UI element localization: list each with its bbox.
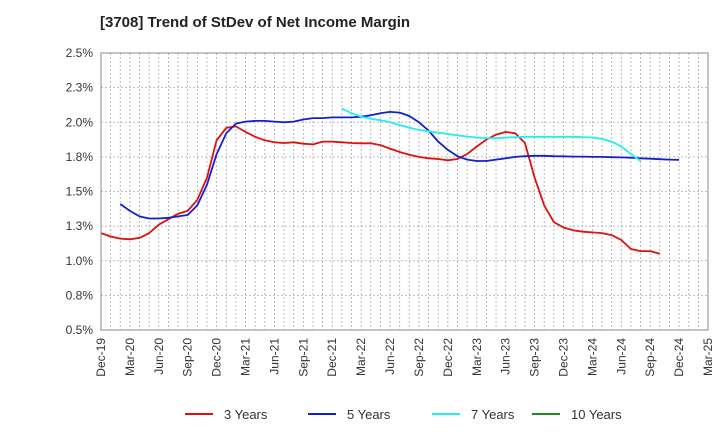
x-tick-label: Mar-23 [470,338,484,376]
x-tick-label: Jun-23 [499,338,513,375]
y-tick-label: 2.3% [66,81,94,95]
chart-title: [3708] Trend of StDev of Net Income Marg… [100,14,411,31]
x-tick-label: Dec-21 [325,338,339,377]
y-tick-label: 1.5% [66,185,94,199]
x-tick-label: Sep-24 [643,338,657,377]
x-tick-label: Sep-21 [296,338,310,377]
x-tick-label: Dec-20 [210,338,224,377]
x-tick-label: Dec-22 [441,338,455,377]
x-axis-ticks: Dec-19 Mar-20 Jun-20 Sep-20 Dec-20 Mar-21 Jun-… [94,338,715,377]
series-line-7-years [341,107,642,162]
x-tick-label: Mar-24 [585,338,599,376]
x-tick-label: Jun-24 [614,338,628,375]
x-tick-label: Jun-20 [152,338,166,375]
y-tick-label: 1.8% [66,150,94,164]
grid [101,53,708,330]
x-tick-label: Dec-23 [556,338,570,377]
y-tick-label: 1.3% [66,219,94,233]
series-line-3-years [100,125,661,255]
x-tick-label: Mar-21 [239,338,253,376]
x-tick-label: Mar-20 [123,338,137,376]
x-tick-label: Jun-21 [267,338,281,375]
series-lines [100,107,680,255]
y-tick-label: 2.5% [66,46,94,60]
y-tick-label: 2.0% [66,115,94,129]
y-tick-label: 1.0% [66,254,94,268]
legend-label-3-years: 3 Years [224,407,268,422]
legend-label-7-years: 7 Years [471,407,515,422]
x-tick-label: Sep-20 [181,338,195,377]
y-axis-ticks: 0.5% 0.8% 1.0% 1.3% 1.5% 1.8% 2.0% 2.3% 2.5% [66,46,94,337]
legend: 3 Years 5 Years 7 Years 10 Years [185,407,622,422]
x-tick-label: Jun-22 [383,338,397,375]
y-tick-label: 0.8% [66,288,94,302]
y-tick-label: 0.5% [66,323,94,337]
plot-frame [100,52,709,331]
x-tick-label: Dec-19 [94,338,108,377]
legend-label-10-years: 10 Years [571,407,622,422]
x-tick-label: Mar-25 [701,338,715,376]
legend-label-5-years: 5 Years [347,407,391,422]
x-tick-label: Sep-23 [528,338,542,377]
x-tick-label: Dec-24 [672,338,686,377]
x-tick-label: Sep-22 [412,338,426,377]
x-tick-label: Mar-22 [354,338,368,376]
series-line-5-years [119,111,680,220]
